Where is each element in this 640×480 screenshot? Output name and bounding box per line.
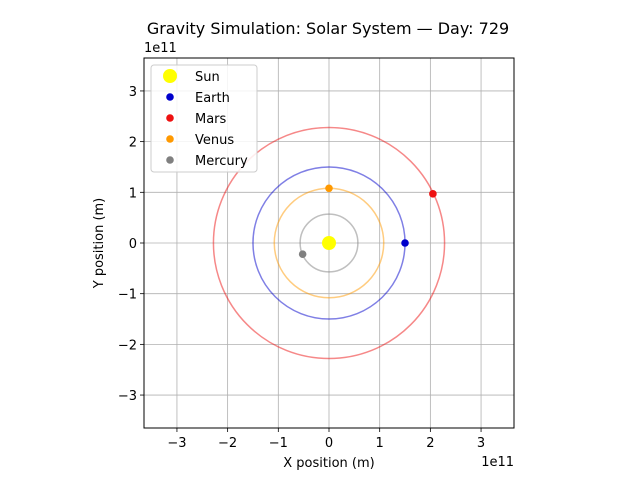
legend-label-sun: Sun — [195, 70, 220, 85]
legend-label-mars: Mars — [195, 112, 227, 127]
legend-label-earth: Earth — [195, 91, 230, 106]
legend-marker-sun — [163, 69, 177, 83]
orbit-mercury — [299, 213, 359, 273]
x-ticks: −3 −2 −1 0 1 2 3 — [167, 428, 485, 451]
point-sun — [322, 236, 336, 250]
point-mercury — [298, 250, 307, 258]
planet-points — [298, 184, 437, 258]
legend-marker-earth — [166, 93, 174, 101]
chart-title: Gravity Simulation: Solar System — Day: … — [147, 19, 509, 38]
y-ticks: −3 −2 −1 0 1 2 3 — [118, 85, 144, 404]
y-tick-label: −2 — [118, 338, 137, 353]
legend-label-venus: Venus — [195, 133, 234, 148]
x-offset-text: 1e11 — [481, 455, 514, 470]
x-axis-label: X position (m) — [283, 456, 374, 471]
y-tick-label: 3 — [129, 85, 137, 100]
x-tick-label: 2 — [426, 436, 434, 451]
point-venus — [325, 184, 333, 193]
legend-marker-mars — [166, 114, 174, 122]
y-tick-label: 1 — [129, 186, 137, 201]
legend-marker-mercury — [166, 156, 174, 164]
x-tick-label: −3 — [167, 436, 186, 451]
legend-box — [150, 64, 258, 173]
x-tick-label: 1 — [376, 436, 384, 451]
x-tick-label: −2 — [218, 436, 237, 451]
legend-label-mercury: Mercury — [195, 154, 248, 169]
y-tick-label: −3 — [118, 389, 137, 404]
y-tick-label: 2 — [129, 136, 137, 151]
point-earth — [401, 239, 409, 247]
x-tick-label: −1 — [269, 436, 288, 451]
orbit-mars — [212, 126, 446, 360]
y-tick-label: −1 — [118, 288, 137, 303]
legend: Sun Earth Mars Venus Mercury — [150, 64, 258, 173]
y-tick-label: 0 — [129, 237, 137, 252]
x-tick-label: 0 — [325, 436, 333, 451]
y-offset-text: 1e11 — [144, 41, 177, 56]
x-tick-label: 3 — [477, 436, 485, 451]
y-axis-label: Y position (m) — [92, 198, 107, 290]
legend-marker-venus — [166, 135, 174, 143]
point-mars — [429, 190, 437, 198]
